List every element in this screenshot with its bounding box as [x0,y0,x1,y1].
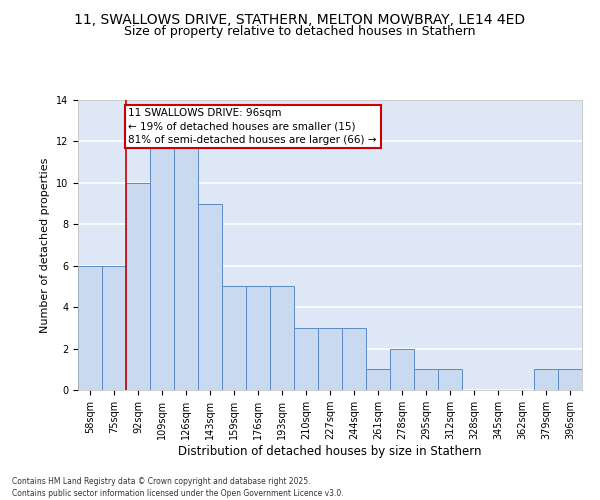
Bar [198,204,222,390]
Bar [318,328,342,390]
Bar [174,142,198,390]
Bar [558,370,582,390]
Text: Size of property relative to detached houses in Stathern: Size of property relative to detached ho… [124,25,476,38]
Bar [126,183,150,390]
Bar [342,328,366,390]
Bar [534,370,558,390]
Text: 11 SWALLOWS DRIVE: 96sqm
← 19% of detached houses are smaller (15)
81% of semi-d: 11 SWALLOWS DRIVE: 96sqm ← 19% of detach… [128,108,377,144]
Bar [390,348,414,390]
Bar [150,142,174,390]
Text: 11, SWALLOWS DRIVE, STATHERN, MELTON MOWBRAY, LE14 4ED: 11, SWALLOWS DRIVE, STATHERN, MELTON MOW… [74,12,526,26]
Bar [366,370,390,390]
Bar [270,286,294,390]
Y-axis label: Number of detached properties: Number of detached properties [40,158,50,332]
Bar [294,328,318,390]
Bar [222,286,246,390]
Bar [78,266,102,390]
Bar [102,266,126,390]
X-axis label: Distribution of detached houses by size in Stathern: Distribution of detached houses by size … [178,445,482,458]
Bar [438,370,462,390]
Text: Contains HM Land Registry data © Crown copyright and database right 2025.
Contai: Contains HM Land Registry data © Crown c… [12,476,344,498]
Bar [414,370,438,390]
Bar [246,286,270,390]
